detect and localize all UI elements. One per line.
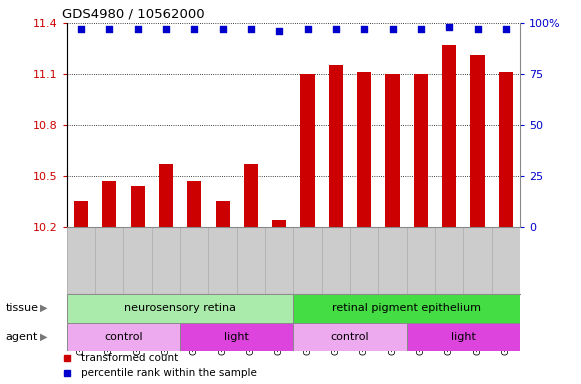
Bar [131, 186, 145, 227]
Bar [300, 74, 315, 227]
Text: tissue: tissue [6, 303, 39, 313]
Point [162, 26, 171, 32]
Text: agent: agent [6, 332, 38, 342]
Text: GDS4980 / 10562000: GDS4980 / 10562000 [62, 7, 205, 20]
Bar [407, 323, 520, 351]
Point [303, 26, 312, 32]
Bar [159, 164, 173, 227]
Bar [385, 74, 400, 227]
Point [133, 26, 142, 32]
Text: retinal pigment epithelium: retinal pigment epithelium [332, 303, 481, 313]
Point [473, 26, 482, 32]
Bar [293, 323, 407, 351]
Point [444, 24, 454, 30]
Text: control: control [331, 332, 370, 342]
Point [416, 26, 425, 32]
Bar [187, 181, 202, 227]
Bar [471, 55, 485, 227]
Point [218, 26, 227, 32]
Bar [357, 72, 371, 227]
Bar [67, 323, 180, 351]
Text: ▶: ▶ [40, 303, 47, 313]
Bar [498, 72, 513, 227]
Bar [180, 323, 293, 351]
Bar [329, 65, 343, 227]
Text: ▶: ▶ [40, 332, 47, 342]
Text: percentile rank within the sample: percentile rank within the sample [81, 367, 257, 378]
Bar [102, 181, 116, 227]
Text: control: control [104, 332, 143, 342]
Point [105, 26, 114, 32]
Bar [272, 220, 286, 227]
Point [246, 26, 256, 32]
Text: light: light [451, 332, 476, 342]
Point [501, 26, 511, 32]
Point [275, 28, 284, 34]
Bar [244, 164, 258, 227]
Bar [293, 294, 520, 323]
Bar [67, 294, 293, 323]
Point [331, 26, 340, 32]
Bar [216, 201, 229, 227]
Text: transformed count: transformed count [81, 353, 178, 363]
Point [388, 26, 397, 32]
Text: neurosensory retina: neurosensory retina [124, 303, 236, 313]
Bar [414, 74, 428, 227]
Point [76, 26, 85, 32]
Bar [74, 201, 88, 227]
Bar [442, 45, 456, 227]
Text: light: light [224, 332, 249, 342]
Point [189, 26, 199, 32]
Point [360, 26, 369, 32]
